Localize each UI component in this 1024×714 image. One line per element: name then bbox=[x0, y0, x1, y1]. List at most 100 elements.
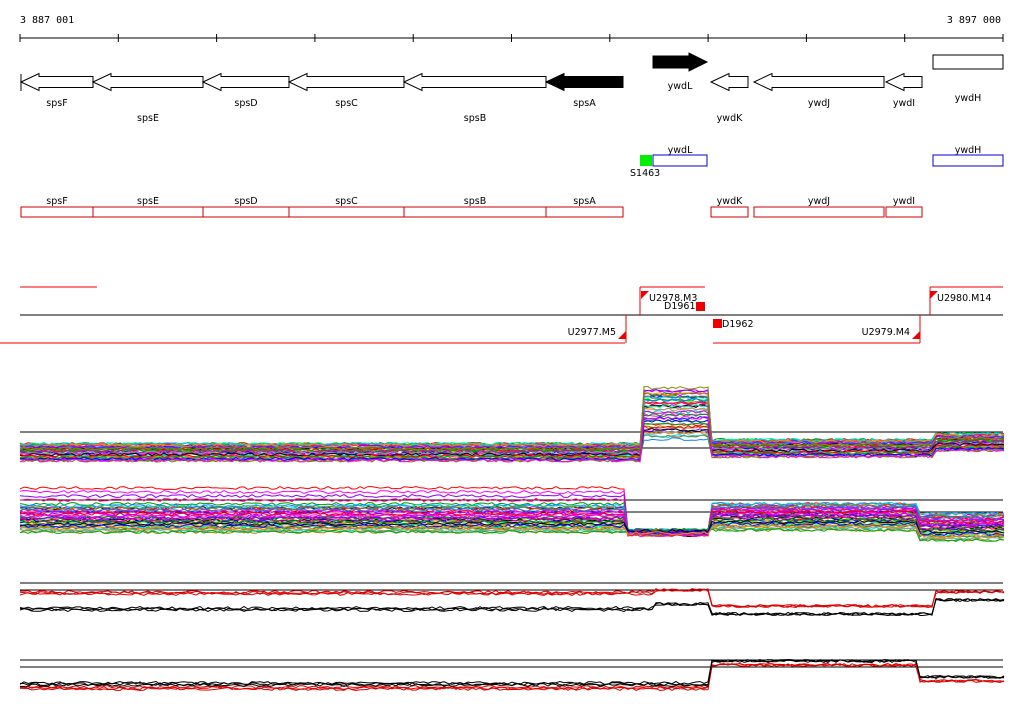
gene-label: spsC bbox=[335, 98, 358, 109]
gene-ywdI[interactable]: ywdI bbox=[884, 72, 923, 110]
blue-box-rect bbox=[652, 154, 708, 167]
gene-label: ywdH bbox=[955, 93, 982, 104]
expression-panel-4 bbox=[19, 658, 1005, 692]
profile-line bbox=[19, 400, 1004, 448]
gene-arrow-spsC bbox=[287, 72, 405, 92]
profile-line bbox=[19, 419, 1005, 462]
gene-label: spsE bbox=[137, 113, 159, 124]
gene-ywdH[interactable]: ywdH bbox=[932, 54, 1004, 104]
gene-spsB[interactable]: spsB bbox=[402, 72, 547, 125]
red-box-ywdJ[interactable]: ywdJ bbox=[753, 196, 885, 218]
red-box-spsA[interactable]: spsA bbox=[545, 196, 624, 218]
gene-box-ywdH bbox=[932, 54, 1004, 70]
gene-ywdJ[interactable]: ywdJ bbox=[752, 72, 885, 110]
red-box-spsF[interactable]: spsF bbox=[20, 196, 94, 218]
blue-box-label: ywdL bbox=[668, 145, 693, 156]
end-flag bbox=[912, 331, 920, 339]
profile-line bbox=[19, 598, 1005, 616]
gene-arrow-spsD bbox=[201, 72, 290, 92]
red-box-rect bbox=[202, 206, 290, 218]
gene-arrow-ywdJ bbox=[752, 72, 885, 92]
gene-spsC[interactable]: spsC bbox=[287, 72, 405, 110]
profile-line bbox=[19, 424, 1005, 459]
gene-arrow-spsA bbox=[544, 72, 624, 92]
profile-line bbox=[19, 598, 1005, 617]
red-box-ywdK[interactable]: ywdK bbox=[710, 196, 749, 218]
red-box-rect bbox=[20, 206, 94, 218]
profile-line bbox=[19, 415, 1005, 463]
profile-line bbox=[19, 662, 1005, 692]
gene-annotation-track: spsF spsE spsD spsC spsB spsA ywdL ywdK ywdJ ywdI… bbox=[19, 52, 1004, 125]
profile-line bbox=[19, 588, 1005, 608]
gene-spsD[interactable]: spsD bbox=[201, 72, 290, 110]
red-box-label: ywdK bbox=[717, 196, 743, 207]
profile-line bbox=[19, 588, 1005, 608]
profile-line bbox=[19, 663, 1005, 691]
segment-label: U2977.M5 bbox=[568, 327, 616, 338]
red-box-rect bbox=[92, 206, 204, 218]
blue-box-ywdH[interactable]: ywdH bbox=[932, 145, 1004, 167]
red-box-label: spsC bbox=[335, 196, 358, 207]
ruler-ticks bbox=[19, 34, 1004, 42]
blue-marker[interactable]: S1463 bbox=[630, 155, 660, 179]
terminator-square bbox=[713, 319, 722, 328]
gene-arrow-spsB bbox=[402, 72, 547, 92]
segment-label: U2979.M4 bbox=[862, 327, 910, 338]
segment-label: U2980.M14 bbox=[937, 293, 991, 304]
red-box-rect bbox=[403, 206, 547, 218]
gene-label: ywdJ bbox=[808, 98, 830, 109]
gene-label: ywdI bbox=[893, 98, 915, 109]
profile-line bbox=[19, 587, 1005, 609]
profile-line bbox=[19, 528, 1005, 542]
coordinate-ruler: 3 887 001 3 897 000 bbox=[19, 15, 1004, 42]
gene-spsE[interactable]: spsE bbox=[91, 72, 204, 125]
red-box-ywdI[interactable]: ywdI bbox=[885, 196, 923, 218]
gene-arrow-ywdK bbox=[709, 72, 749, 92]
gene-arrow-spsE bbox=[91, 72, 204, 92]
gene-arrow-ywdL bbox=[652, 52, 709, 72]
red-box-label: spsE bbox=[137, 196, 159, 207]
segment-label: D1961 bbox=[664, 301, 696, 312]
gene-ywdL[interactable]: ywdL bbox=[652, 52, 709, 92]
red-box-spsE[interactable]: spsE bbox=[92, 196, 204, 218]
gene-arrow-ywdI bbox=[884, 72, 923, 92]
red-box-spsD[interactable]: spsD bbox=[202, 196, 290, 218]
red-box-label: ywdJ bbox=[808, 196, 830, 207]
segment-label: U2978.M3 bbox=[649, 293, 697, 304]
profile-line bbox=[19, 410, 1005, 448]
red-box-rect bbox=[545, 206, 624, 218]
red-box-label: spsB bbox=[464, 196, 486, 207]
gene-label: ywdL bbox=[668, 81, 693, 92]
red-box-rect bbox=[753, 206, 885, 218]
red-box-spsB[interactable]: spsB bbox=[403, 196, 547, 218]
profile-line bbox=[19, 524, 1005, 538]
terminator-square bbox=[696, 302, 705, 311]
ruler-start-label: 3 887 001 bbox=[20, 15, 74, 26]
red-box-spsC[interactable]: spsC bbox=[288, 196, 405, 218]
red-box-label: spsD bbox=[234, 196, 257, 207]
gene-label: ywdK bbox=[717, 113, 743, 124]
profile-line bbox=[20, 659, 1004, 688]
red-box-label: spsA bbox=[573, 196, 596, 207]
gene-label: spsA bbox=[573, 98, 596, 109]
gene-ywdK[interactable]: ywdK bbox=[709, 72, 749, 125]
gene-spsA[interactable]: spsA bbox=[544, 72, 624, 110]
expression-profile-panels bbox=[19, 386, 1005, 692]
profile-line bbox=[19, 515, 1005, 537]
profile-line bbox=[19, 503, 1005, 537]
profile-line bbox=[19, 511, 1005, 536]
gene-spsF[interactable]: spsF bbox=[19, 72, 94, 110]
red-feature-track: spsF spsE spsD spsC spsB spsA ywdK ywdJ ywdI bbox=[20, 196, 923, 218]
expression-panel-1 bbox=[19, 386, 1005, 463]
profile-line bbox=[19, 658, 1005, 686]
gene-label: spsF bbox=[46, 98, 67, 109]
expression-panel-3 bbox=[19, 582, 1005, 617]
gene-label: spsB bbox=[464, 113, 486, 124]
gene-label: spsD bbox=[234, 98, 257, 109]
expression-panel-2 bbox=[19, 485, 1005, 542]
red-box-rect bbox=[710, 206, 749, 218]
start-flag bbox=[641, 291, 649, 299]
blue-box-ywdL[interactable]: ywdL bbox=[652, 145, 708, 167]
profile-line bbox=[19, 422, 1005, 447]
